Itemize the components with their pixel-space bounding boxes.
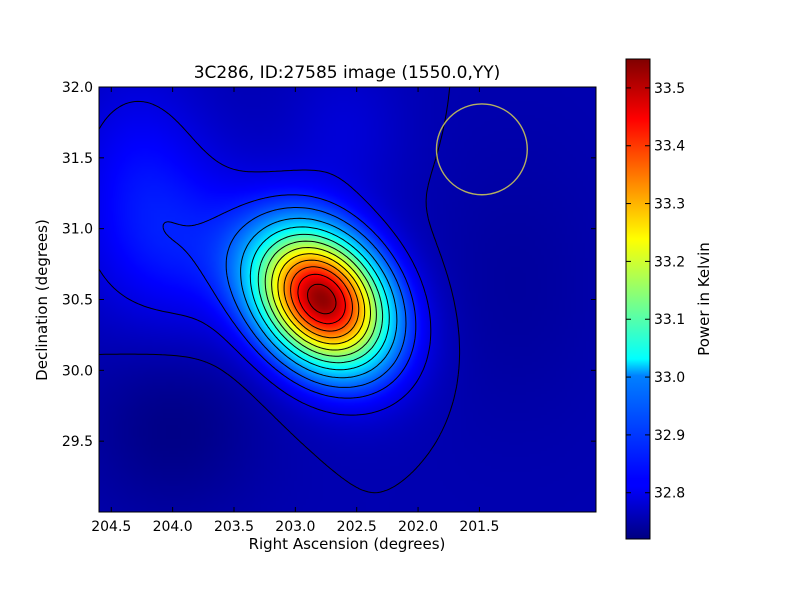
x-tick-label: 203.5 xyxy=(214,519,254,535)
heatmap-image xyxy=(99,87,596,512)
y-axis: 32.0 31.5 31.0 30.5 30.0 29.5 xyxy=(62,80,596,450)
colorbar-tick-label: 33.2 xyxy=(654,254,685,270)
contour-line xyxy=(249,226,390,371)
contour-line xyxy=(297,273,346,325)
colorbar xyxy=(625,58,651,540)
contour-line xyxy=(271,247,371,351)
contour-line xyxy=(290,266,353,332)
x-tick-label: 203.0 xyxy=(275,519,315,535)
contour-line xyxy=(283,259,360,339)
x-tick-label: 204.0 xyxy=(153,519,193,535)
y-tick-label: 29.5 xyxy=(62,434,93,450)
colorbar-tick-label: 33.0 xyxy=(654,370,685,386)
colorbar-tick-label: 33.5 xyxy=(654,81,685,97)
x-axis: 204.5 204.0 203.5 203.0 202.5 202.0 201.5 xyxy=(91,87,499,535)
chart-title: 3C286, ID:27585 image (1550.0,YY) xyxy=(194,63,501,83)
colorbar-tick-label: 33.4 xyxy=(654,139,685,155)
x-tick-label: 201.5 xyxy=(459,519,499,535)
contour-line xyxy=(257,233,384,364)
contour-line xyxy=(225,207,407,388)
y-tick-label: 30.5 xyxy=(62,293,93,309)
y-tick-label: 31.0 xyxy=(62,222,93,238)
x-tick-label: 202.0 xyxy=(398,519,438,535)
colorbar-tick-label: 33.1 xyxy=(654,312,685,328)
contour-lines xyxy=(99,87,461,494)
beam-circle xyxy=(435,103,528,196)
contour-line xyxy=(240,217,398,379)
y-axis-label: Declination (degrees) xyxy=(33,219,51,381)
colorbar-label: Power in Kelvin xyxy=(695,242,713,356)
contour-line xyxy=(307,283,337,315)
contour-line xyxy=(99,87,461,494)
y-tick-label: 32.0 xyxy=(62,80,93,96)
contour-line xyxy=(264,240,377,357)
x-tick-label: 202.5 xyxy=(337,519,377,535)
x-axis-label: Right Ascension (degrees) xyxy=(249,535,446,553)
colorbar-tick-label: 32.9 xyxy=(654,428,685,444)
y-tick-label: 30.0 xyxy=(62,363,93,379)
colorbar-tick-label: 32.8 xyxy=(654,486,685,502)
contour-line xyxy=(99,100,432,416)
colorbar-ticks: 33.5 33.4 33.3 33.2 33.1 33.0 32.9 32.8 xyxy=(626,81,685,502)
y-tick-label: 31.5 xyxy=(62,151,93,167)
contour-line xyxy=(277,253,366,345)
x-tick-label: 204.5 xyxy=(91,519,131,535)
contour-line xyxy=(162,194,417,399)
colorbar-tick-label: 33.3 xyxy=(654,197,685,213)
